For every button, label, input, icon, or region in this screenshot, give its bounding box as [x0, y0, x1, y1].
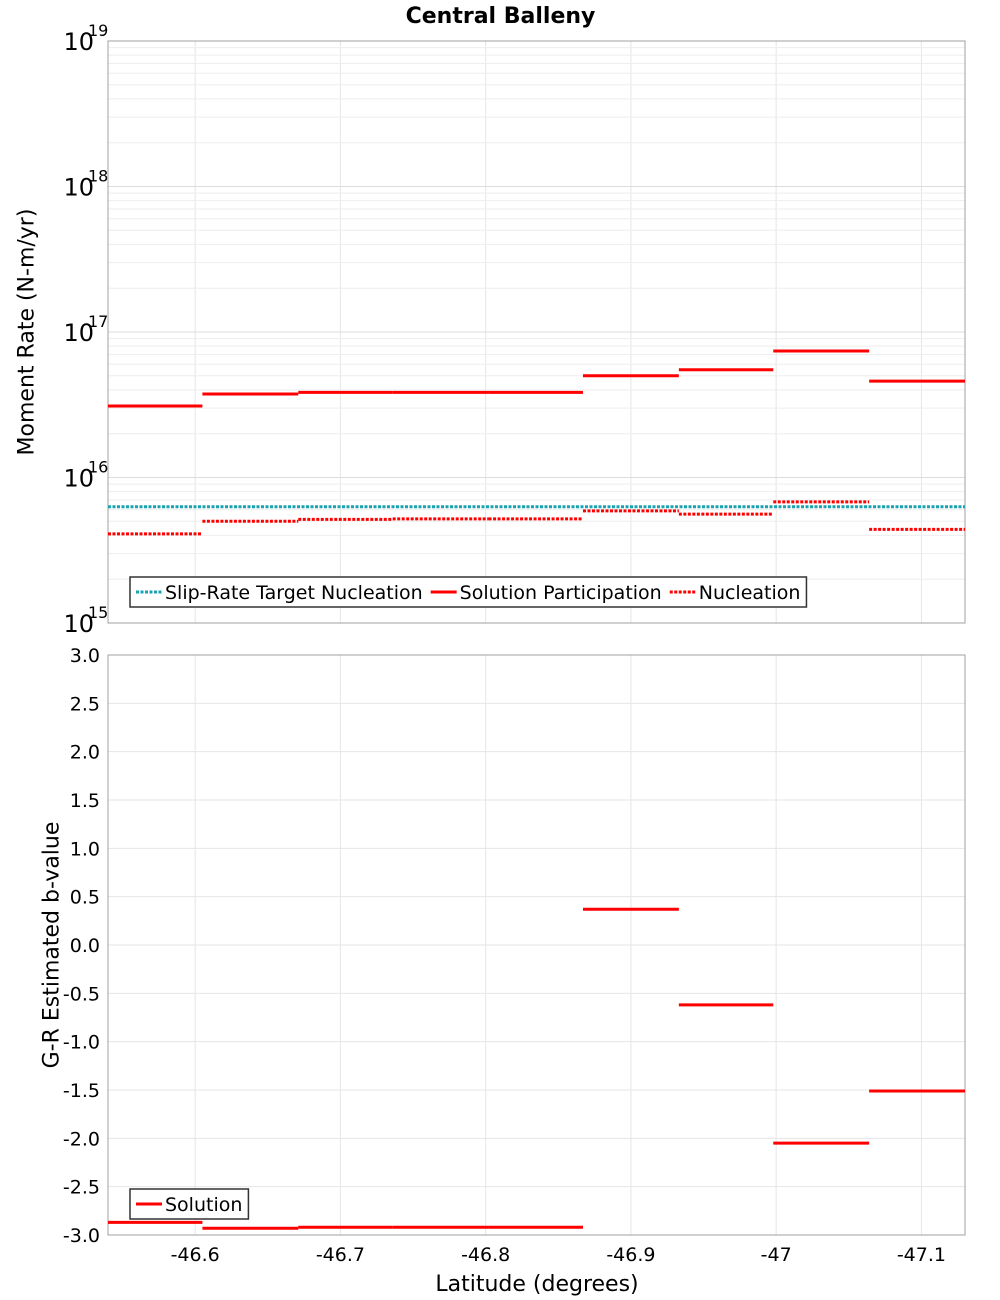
x-tick-label: -46.9: [606, 1244, 655, 1266]
y-tick-label: 3.0: [70, 645, 100, 667]
y-tick-label: -3.0: [63, 1225, 100, 1247]
y-tick-label: 10: [63, 610, 94, 638]
grid: [108, 41, 965, 624]
legend-label: Solution: [165, 1194, 242, 1216]
legend-label: Solution Participation: [460, 582, 662, 604]
y-tick-exponent: 15: [88, 603, 108, 622]
y-tick-label: -1.5: [63, 1080, 100, 1102]
y-tick-label: -2.5: [63, 1177, 100, 1199]
x-tick-labels: -46.6 -46.7 -46.8 -46.9 -47 -47.1: [171, 1244, 946, 1266]
series-solution-participation: [108, 349, 965, 408]
series-nucleation: [108, 500, 965, 536]
legend-item: Nucleation: [669, 582, 801, 604]
y-tick-label: -2.0: [63, 1128, 100, 1150]
y-tick-label: 1.5: [70, 790, 100, 812]
series-solution: [108, 907, 965, 1230]
panel-2: -3.0 -2.5 -2.0 -1.5 -1.0 -0.5 0.0 0.5 1.0 1.5 2.0 2…: [40, 645, 966, 1297]
x-tick-label: -47.1: [897, 1244, 946, 1266]
legend-item: Solution: [136, 1194, 242, 1216]
legend: Slip-Rate Target Nucleation Solution Part…: [129, 576, 808, 608]
y-tick-label: 10: [63, 174, 94, 202]
x-tick-label: -46.6: [171, 1244, 220, 1266]
y-tick-label: 1.0: [70, 838, 100, 860]
y-tick-label: -0.5: [63, 983, 100, 1005]
y-tick-exponent: 16: [88, 458, 108, 477]
x-tick-label: -46.8: [461, 1244, 510, 1266]
y-tick-labels: -3.0 -2.5 -2.0 -1.5 -1.0 -0.5 0.0 0.5 1.0 1.5 2.0 2…: [63, 645, 100, 1247]
y-tick-exponent: 17: [88, 312, 108, 331]
legend: Solution: [129, 1188, 250, 1220]
y-tick-label: 10: [63, 28, 94, 56]
y-tick-label: 0.0: [70, 935, 100, 957]
y-tick-exponent: 19: [88, 21, 108, 40]
y-tick-label: 0.5: [70, 887, 100, 909]
x-axis-label: Latitude (degrees): [435, 1272, 638, 1297]
y-tick-label: -1.0: [63, 1032, 100, 1054]
x-tick-label: -46.7: [316, 1244, 365, 1266]
legend-label: Nucleation: [699, 582, 801, 604]
legend-label: Slip-Rate Target Nucleation: [165, 582, 423, 604]
y-axis-label: Moment Rate (N-m/yr): [15, 209, 40, 456]
y-tick-label: 2.0: [70, 742, 100, 764]
x-tick-label: -47: [761, 1244, 792, 1266]
plot-frame: [107, 40, 966, 624]
chart-title: Central Balleny: [406, 4, 596, 29]
y-axis-label: G-R Estimated b-value: [40, 822, 65, 1069]
legend-item: Solution Participation: [430, 582, 662, 604]
plot-frame: [107, 654, 966, 1236]
y-tick-label: 2.5: [70, 693, 100, 715]
legend-item: Slip-Rate Target Nucleation: [136, 582, 423, 604]
y-tick-label: 10: [63, 465, 94, 493]
y-tick-exponent: 18: [88, 167, 108, 186]
y-tick-label: 10: [63, 319, 94, 347]
legend-box: [129, 1188, 250, 1220]
